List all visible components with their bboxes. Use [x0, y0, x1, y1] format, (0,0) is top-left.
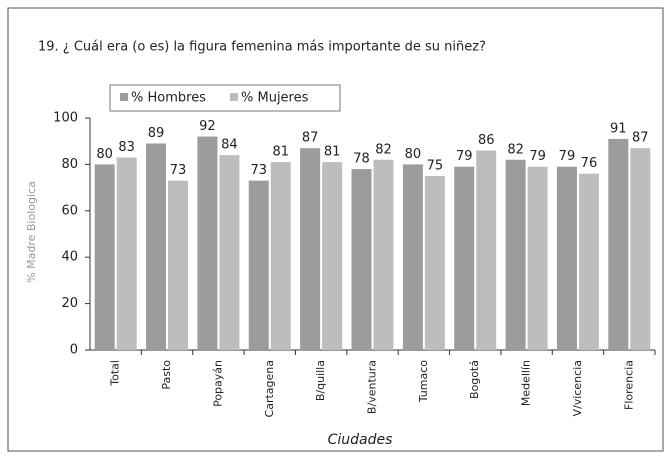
x-tick-label: B/quilla — [314, 360, 327, 401]
x-tick-label: Bogotá — [468, 360, 481, 399]
bar — [424, 176, 445, 350]
legend-label: % Hombres — [131, 91, 206, 106]
legend-label: % Mujeres — [241, 91, 309, 106]
bar — [578, 173, 599, 350]
bar — [476, 150, 497, 350]
value-label: 87 — [632, 131, 649, 146]
value-label: 82 — [507, 142, 524, 157]
bar — [300, 148, 321, 350]
y-tick-label: 20 — [61, 296, 78, 311]
value-label: 81 — [324, 145, 341, 160]
value-label: 84 — [221, 138, 238, 153]
bar — [351, 169, 372, 350]
value-label: 80 — [405, 147, 422, 162]
value-label: 78 — [353, 152, 370, 167]
bar — [527, 166, 548, 350]
value-label: 82 — [375, 142, 392, 157]
bar — [168, 180, 189, 350]
bar — [608, 138, 629, 350]
x-tick-label: Popayán — [211, 360, 224, 407]
value-label: 75 — [427, 159, 444, 174]
x-tick-label: Medellín — [520, 360, 533, 406]
value-label: 89 — [148, 126, 165, 141]
value-label: 79 — [529, 149, 546, 164]
value-label: 87 — [302, 131, 319, 146]
value-label: 83 — [118, 140, 135, 155]
value-label: 81 — [272, 145, 289, 160]
x-tick-label: Total — [109, 360, 122, 387]
y-axis-label: % Madre Biologica — [25, 181, 38, 283]
x-axis-label: Ciudades — [328, 432, 393, 448]
bar — [630, 148, 651, 350]
bar — [146, 143, 167, 350]
value-label: 76 — [581, 156, 598, 171]
value-label: 91 — [610, 121, 627, 136]
legend-swatch — [230, 93, 238, 101]
bar — [454, 166, 475, 350]
x-tick-label: Cartagena — [263, 360, 276, 417]
x-tick-label: Tumaco — [417, 360, 430, 404]
y-tick-label: 40 — [61, 250, 78, 265]
bar — [94, 164, 115, 350]
bar — [556, 166, 577, 350]
x-tick-label: V/vicencia — [571, 360, 584, 416]
bar — [219, 155, 240, 350]
value-label: 86 — [478, 133, 495, 148]
value-label: 79 — [559, 149, 576, 164]
bar — [116, 157, 137, 350]
bar — [402, 164, 423, 350]
value-label: 73 — [250, 163, 267, 178]
bar — [197, 136, 218, 350]
value-label: 73 — [170, 163, 187, 178]
y-tick-label: 80 — [61, 157, 78, 172]
chart-title: 19. ¿ Cuál era (o es) la figura femenina… — [38, 40, 486, 55]
bar — [373, 159, 394, 350]
bar — [322, 162, 343, 350]
x-tick-label: Florencia — [622, 360, 635, 410]
value-label: 79 — [456, 149, 473, 164]
value-label: 80 — [96, 147, 113, 162]
legend-swatch — [120, 93, 128, 101]
bar — [505, 159, 526, 350]
legend-box — [109, 84, 341, 112]
bar — [270, 162, 291, 350]
value-label: 92 — [199, 119, 216, 134]
y-tick-label: 0 — [70, 343, 78, 358]
x-tick-label: B/ventura — [366, 360, 379, 414]
y-tick-label: 60 — [61, 203, 78, 218]
x-tick-label: Pasto — [160, 360, 173, 390]
y-tick-label: 100 — [53, 111, 78, 126]
bar — [248, 180, 269, 350]
